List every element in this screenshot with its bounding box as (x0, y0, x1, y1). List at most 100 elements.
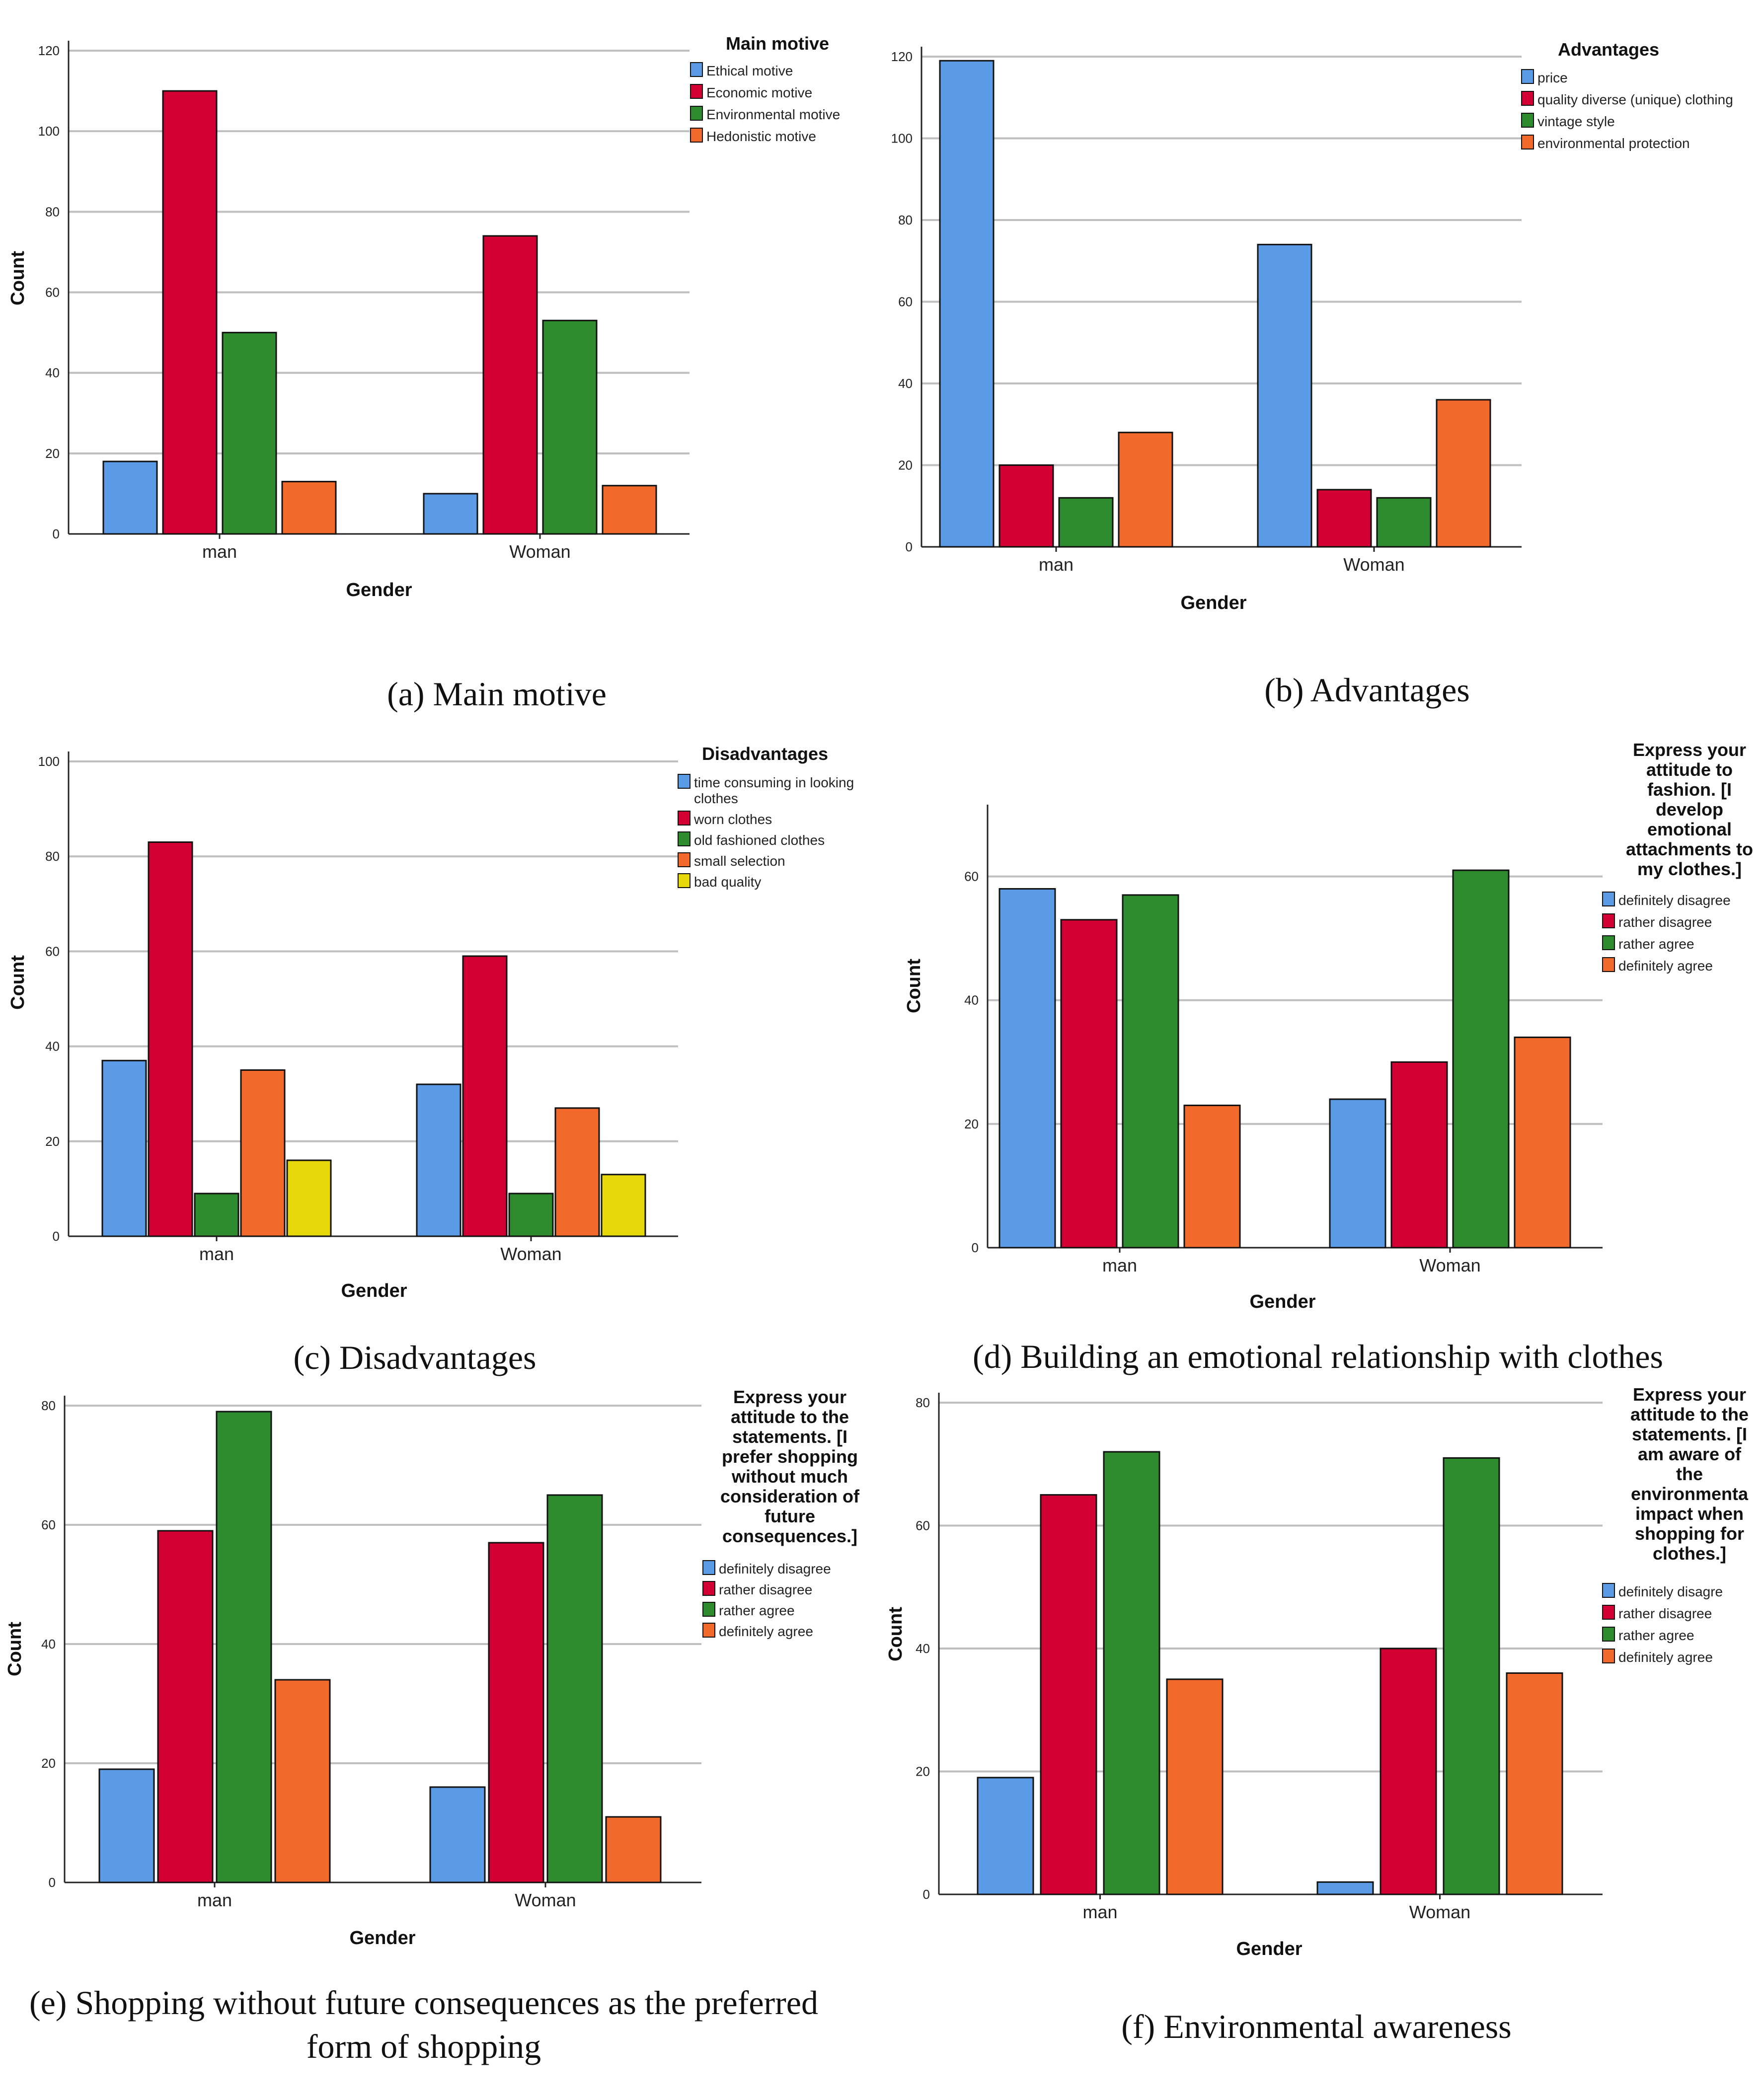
y-tick-label: 40 (45, 1039, 60, 1054)
legend-title-line: attitude to the (731, 1407, 849, 1427)
legend-title-line: shopping for (1635, 1523, 1744, 1544)
x-axis-label: Gender (349, 1928, 415, 1949)
legend-title-line: attachments to (1626, 839, 1753, 859)
legend-entry-line: Economic motive (706, 85, 812, 100)
legend-entry: definitely agree (1618, 958, 1713, 974)
y-tick-label: 0 (53, 526, 60, 541)
legend-title-line: future (765, 1506, 815, 1526)
legend-entry: bad quality (694, 874, 761, 890)
legend-entry-line: rather agree (1618, 1628, 1694, 1643)
legend-entry-line: quality diverse (unique) clothing (1537, 92, 1733, 107)
x-tick-label: man (1039, 554, 1074, 575)
legend-title-line: Express your (1633, 740, 1746, 760)
legend-swatch (678, 811, 690, 825)
x-axis-label: Gender (1236, 1939, 1302, 1959)
legend-title: Main motive (726, 33, 829, 54)
y-tick-label: 40 (964, 993, 979, 1008)
chart-panel-5: 0 20 40 60 80 man Woman Gender Count Express your… (4, 1387, 860, 2065)
legend-swatch (678, 852, 690, 867)
chart-panel-3: 0 20 40 60 80 100 man Woman Gender Count Disadvant… (7, 744, 854, 1376)
x-tick-label: Woman (1419, 1255, 1480, 1275)
bar-environmental-motive-woman (542, 319, 598, 535)
bar-bad-quality-man (286, 1159, 332, 1237)
bar-rather-agree-man (1122, 894, 1179, 1249)
legend-entry: old fashioned clothes (694, 832, 825, 848)
bar-old-fashioned-clothes-man (194, 1193, 239, 1237)
bar-rather-agree-woman (546, 1494, 603, 1883)
legend-entry: small selection (694, 853, 785, 869)
y-tick-label: 60 (45, 285, 60, 300)
legend-title-line: Advantages (1558, 39, 1659, 60)
legend-entry: Ethical motive (706, 63, 793, 78)
legend-title-line: the (1676, 1464, 1703, 1484)
legend-swatch (678, 831, 690, 846)
legend-entry: vintage style (1537, 114, 1615, 129)
legend-entry-line: definitely disagre (1618, 1584, 1723, 1599)
y-tick-label: 0 (906, 539, 913, 554)
legend-entry: rather disagree (1618, 1606, 1712, 1621)
legend-title: Express your attitude to the statements. [… (1630, 1384, 1749, 1564)
bar-vintage-style-man (1058, 497, 1114, 548)
legend-title: Express your attitude to fashion. [I develo… (1626, 740, 1753, 879)
legend-entry-line: small selection (694, 853, 785, 869)
bar-rather-agree-man (1103, 1451, 1160, 1895)
panel-caption-line: (b) Advantages (1264, 671, 1470, 709)
legend-title-line: clothes.] (1653, 1543, 1726, 1564)
legend-entry-line: environmental protection (1537, 136, 1690, 151)
chart-panel-2: 0 20 40 60 80 100 120 man Woman Gender Advantages p… (891, 39, 1733, 709)
legend-entry-line: Environmental motive (706, 107, 840, 122)
y-tick-label: 80 (898, 213, 913, 227)
legend-entry: rather agree (719, 1603, 795, 1618)
bar-time-consuming-in-looking-clothes-woman (416, 1083, 461, 1237)
legend-title-line: prefer shopping (722, 1446, 858, 1467)
y-tick-label: 20 (916, 1764, 930, 1779)
bar-rather-disagree-woman (1380, 1648, 1437, 1895)
bar-old-fashioned-clothes-woman (508, 1193, 554, 1237)
bar-definitely-agree-man (1183, 1104, 1241, 1249)
y-tick-label: 20 (964, 1117, 979, 1131)
y-tick-label: 120 (38, 43, 60, 58)
legend-entry: Hedonistic motive (706, 129, 816, 144)
y-tick-label: 60 (45, 944, 60, 959)
panel-caption: (f) Environmental awareness (1121, 2008, 1511, 2045)
y-tick-label: 100 (38, 124, 60, 139)
y-tick-label: 0 (923, 1887, 930, 1902)
bar-rather-agree-woman (1452, 869, 1510, 1249)
legend-swatch (690, 128, 703, 143)
legend-title-line: impact when (1635, 1503, 1744, 1524)
y-tick-label: 60 (898, 295, 913, 309)
legend-entry: rather agree (1618, 936, 1694, 952)
legend-swatch (1602, 1627, 1615, 1642)
y-tick-label: 100 (38, 754, 60, 769)
legend-entry-line: definitely agree (719, 1624, 813, 1639)
bar-definitely-agree-man (1166, 1678, 1224, 1895)
legend-entry: definitely disagre (1618, 1584, 1723, 1599)
bar-quality-diverse-unique-clothing-woman (1316, 489, 1372, 548)
y-tick-label: 80 (41, 1398, 56, 1413)
bar-rather-disagree-man (1060, 919, 1118, 1249)
x-axis-label: Gender (346, 580, 412, 600)
legend-swatch (1602, 1649, 1615, 1663)
legend-entry-line: rather disagree (719, 1582, 812, 1597)
legend-entry-line: worn clothes (693, 812, 772, 827)
legend-title-line: emotional (1647, 819, 1732, 839)
x-tick-label: Woman (500, 1244, 561, 1264)
legend-entry-line: old fashioned clothes (694, 832, 825, 848)
x-tick-label: man (199, 1244, 234, 1264)
legend-swatch (1521, 113, 1534, 128)
legend-title-line: my clothes.] (1637, 859, 1742, 879)
legend-swatch (678, 774, 690, 789)
bar-definitely-disagree-man (998, 888, 1056, 1249)
legend-swatch (1521, 91, 1534, 106)
legend-swatch (702, 1602, 715, 1617)
bar-definitely-agree-woman (1514, 1036, 1571, 1249)
bar-rather-disagree-man (1040, 1494, 1097, 1895)
bar-ethical-motive-man (102, 460, 158, 535)
y-tick-label: 40 (41, 1637, 56, 1651)
legend-swatch (702, 1623, 715, 1638)
bar-worn-clothes-woman (462, 955, 508, 1237)
legend-title: Express your attitude to the statements. [… (720, 1387, 860, 1546)
y-axis-label: Count (885, 1607, 906, 1661)
bar-rather-disagree-woman (1390, 1061, 1448, 1249)
legend-title-line: statements. [I (1632, 1424, 1747, 1444)
